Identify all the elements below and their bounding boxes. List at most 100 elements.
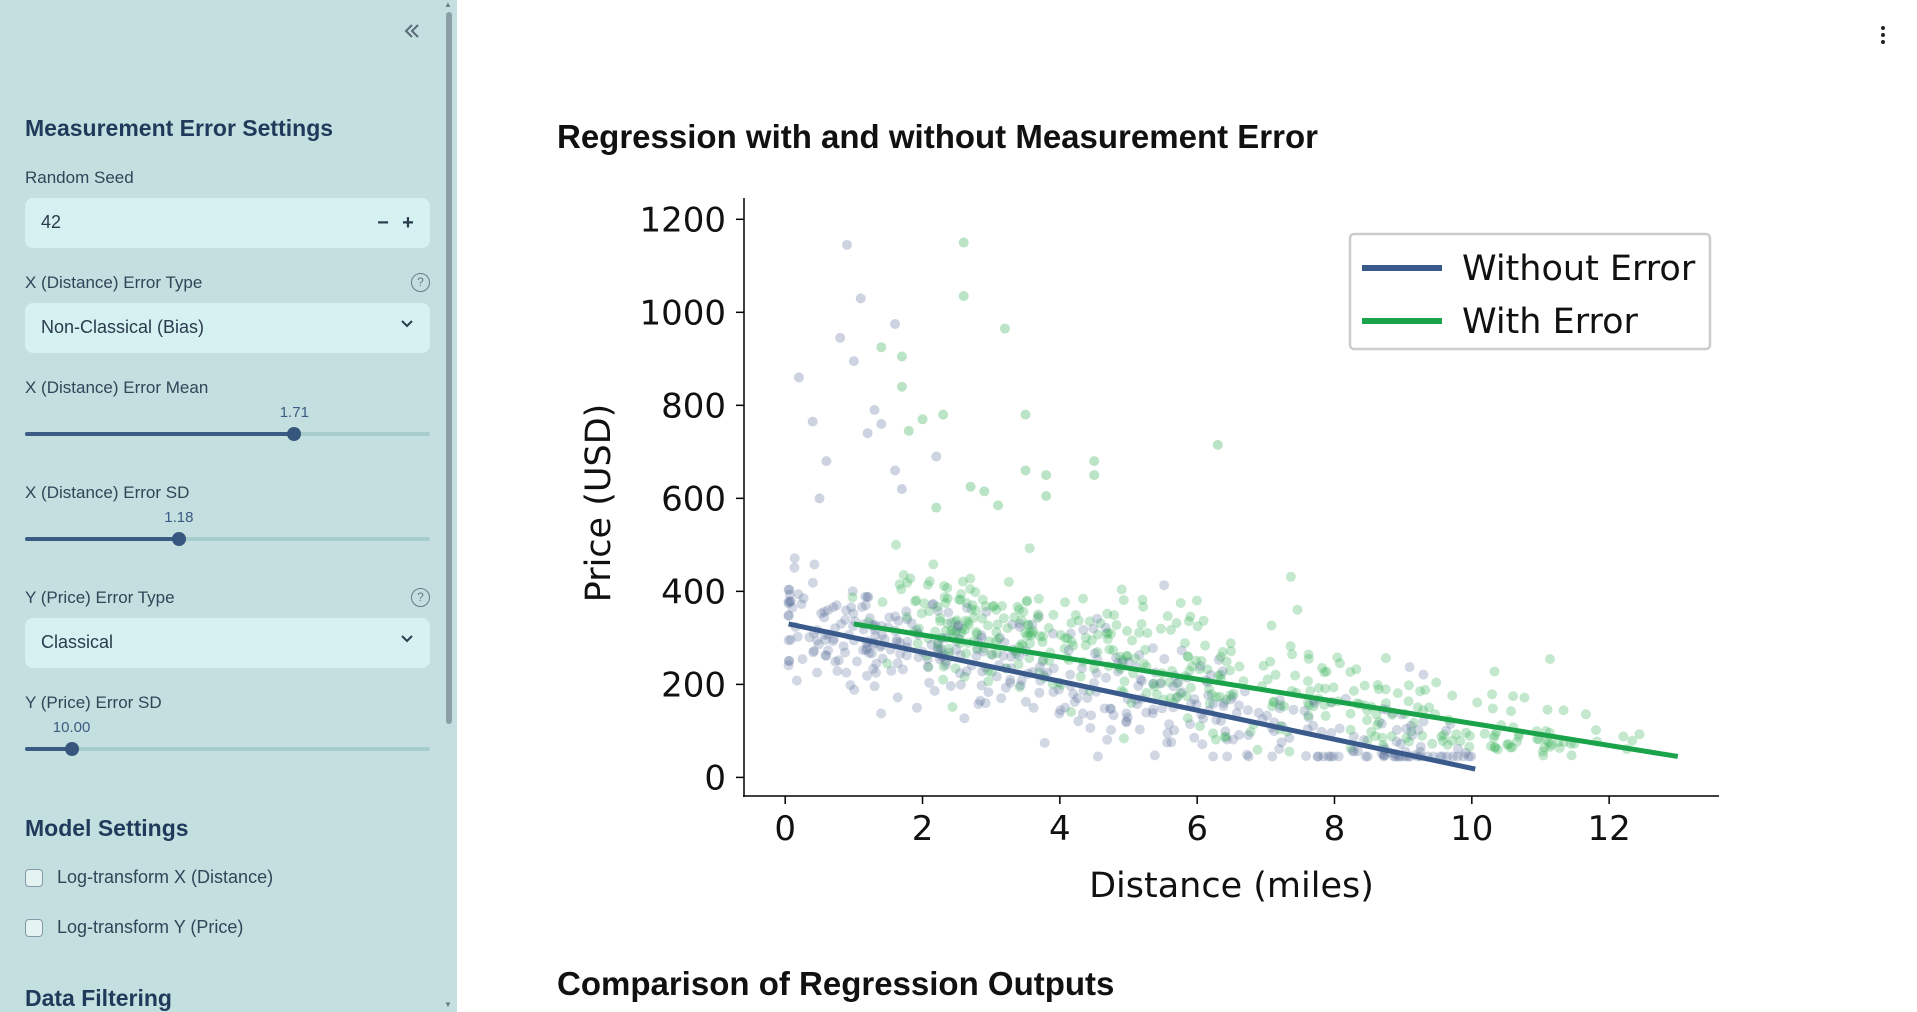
scatter-point-without-error (793, 589, 804, 600)
scatter-point-with-error (1140, 644, 1151, 655)
scatter-point-with-error (961, 598, 972, 609)
scatter-point-with-error (1238, 676, 1249, 687)
y-error-type-label: Y (Price) Error Type (25, 588, 175, 607)
scatter-point-without-error (978, 646, 989, 657)
scatter-point-with-error (1119, 676, 1130, 687)
scatter-point-without-error (1069, 696, 1080, 707)
scatter-point-with-error (901, 612, 912, 622)
scatter-point-without-error (1147, 708, 1158, 719)
scatter-point-with-error (1275, 700, 1286, 711)
scatter-point-with-error (1319, 667, 1330, 678)
scatter-point-without-error (789, 562, 800, 573)
scatter-point-without-error (1401, 723, 1412, 734)
scatter-point-with-error (956, 627, 967, 638)
sidebar-scrollbar[interactable] (446, 12, 452, 724)
scatter-point-with-error (1234, 661, 1245, 672)
scatter-point-with-error (1345, 666, 1356, 677)
scroll-down-icon[interactable]: ▼ (444, 1000, 452, 1009)
scatter-point-with-error (1304, 700, 1315, 711)
scatter-point-without-error (1288, 704, 1299, 715)
scatter-point-with-error (980, 601, 991, 612)
scatter-point-with-error (1020, 465, 1031, 476)
x-error-type-label: X (Distance) Error Type (25, 273, 203, 292)
scatter-point-with-error (1627, 735, 1638, 746)
random-seed-input[interactable]: 42 − + (25, 198, 430, 248)
slider-thumb[interactable] (287, 427, 302, 441)
scatter-point-with-error (1543, 737, 1554, 748)
scroll-up-icon[interactable]: ▲ (444, 0, 452, 9)
scatter-point-without-error (890, 318, 901, 329)
scatter-point-with-error (1172, 691, 1183, 702)
decrement-button[interactable]: − (377, 212, 389, 234)
scatter-point-without-error (1168, 681, 1179, 692)
scatter-point-with-error (1513, 731, 1524, 742)
scatter-point-with-error (1028, 625, 1039, 636)
increment-button[interactable]: + (402, 212, 414, 234)
y-error-sd-slider[interactable]: 10.00 (25, 719, 430, 759)
scatter-point-without-error (1141, 707, 1152, 718)
x-error-type-select[interactable]: Non-Classical (Bias) (25, 303, 430, 353)
help-icon[interactable]: ? (411, 588, 430, 607)
scatter-point-with-error (1017, 640, 1028, 651)
scatter-point-with-error (1089, 456, 1100, 467)
random-seed-label: Random Seed (25, 168, 134, 187)
scatter-point-without-error (943, 607, 954, 618)
scatter-point-with-error (1048, 609, 1059, 620)
scatter-point-with-error (1141, 688, 1152, 698)
scatter-point-without-error (976, 630, 987, 641)
scatter-point-without-error (1121, 717, 1132, 728)
scatter-point-with-error (935, 616, 946, 627)
scatter-point-with-error (1554, 743, 1565, 754)
scatter-point-without-error (864, 613, 875, 624)
scatter-point-without-error (797, 654, 808, 665)
scatter-point-with-error (1084, 616, 1095, 627)
slider-value: 10.00 (52, 719, 91, 736)
slider-thumb[interactable] (171, 532, 186, 546)
scatter-point-with-error (1268, 696, 1279, 707)
x-error-sd-slider[interactable]: 1.18 (25, 509, 430, 549)
scatter-point-with-error (1211, 692, 1222, 702)
x-error-mean-slider[interactable]: 1.71 (25, 404, 430, 444)
help-icon[interactable]: ? (411, 273, 430, 292)
scatter-point-with-error (882, 658, 893, 669)
scatter-point-with-error (1511, 736, 1522, 747)
checkbox[interactable] (25, 869, 43, 887)
scatter-point-with-error (1215, 669, 1226, 680)
scatter-point-with-error (993, 500, 1004, 511)
scatter-point-without-error (975, 695, 986, 706)
scatter-point-without-error (1243, 730, 1254, 741)
scatter-point-without-error (983, 687, 994, 698)
scatter-point-with-error (911, 595, 922, 606)
scatter-point-with-error (1424, 702, 1435, 713)
scatter-point-with-error (1014, 682, 1025, 693)
scatter-point-without-error (976, 680, 987, 691)
more-options-icon[interactable] (1878, 25, 1888, 45)
scatter-point-without-error (862, 591, 873, 602)
scatter-point-with-error (1092, 629, 1103, 640)
scatter-point-without-error (1242, 749, 1252, 760)
scatter-point-with-error (1175, 598, 1186, 608)
scatter-point-with-error (1102, 608, 1113, 619)
scatter-point-with-error (896, 584, 907, 595)
checkbox[interactable] (25, 919, 43, 937)
scatter-point-without-error (1133, 680, 1144, 691)
scatter-point-with-error (965, 584, 976, 595)
scatter-point-with-error (1044, 655, 1055, 666)
slider-thumb[interactable] (64, 742, 79, 756)
scatter-point-with-error (1225, 690, 1236, 700)
y-tick-label: 600 (661, 479, 726, 519)
collapse-sidebar-button[interactable] (399, 20, 425, 46)
scatter-point-with-error (1348, 685, 1359, 696)
scatter-point-with-error (950, 616, 961, 627)
scatter-point-without-error (1005, 677, 1016, 688)
scatter-point-with-error (1033, 593, 1044, 604)
scatter-point-with-error (947, 625, 958, 636)
measurement-settings-heading: Measurement Error Settings (25, 115, 334, 141)
y-error-type-select[interactable]: Classical (25, 618, 430, 668)
scatter-point-without-error (1378, 751, 1389, 762)
scatter-point-with-error (1447, 690, 1458, 701)
scatter-point-without-error (816, 608, 827, 619)
scatter-point-without-error (1021, 696, 1031, 707)
scatter-point-with-error (1292, 604, 1303, 615)
scatter-point-without-error (1092, 751, 1103, 762)
